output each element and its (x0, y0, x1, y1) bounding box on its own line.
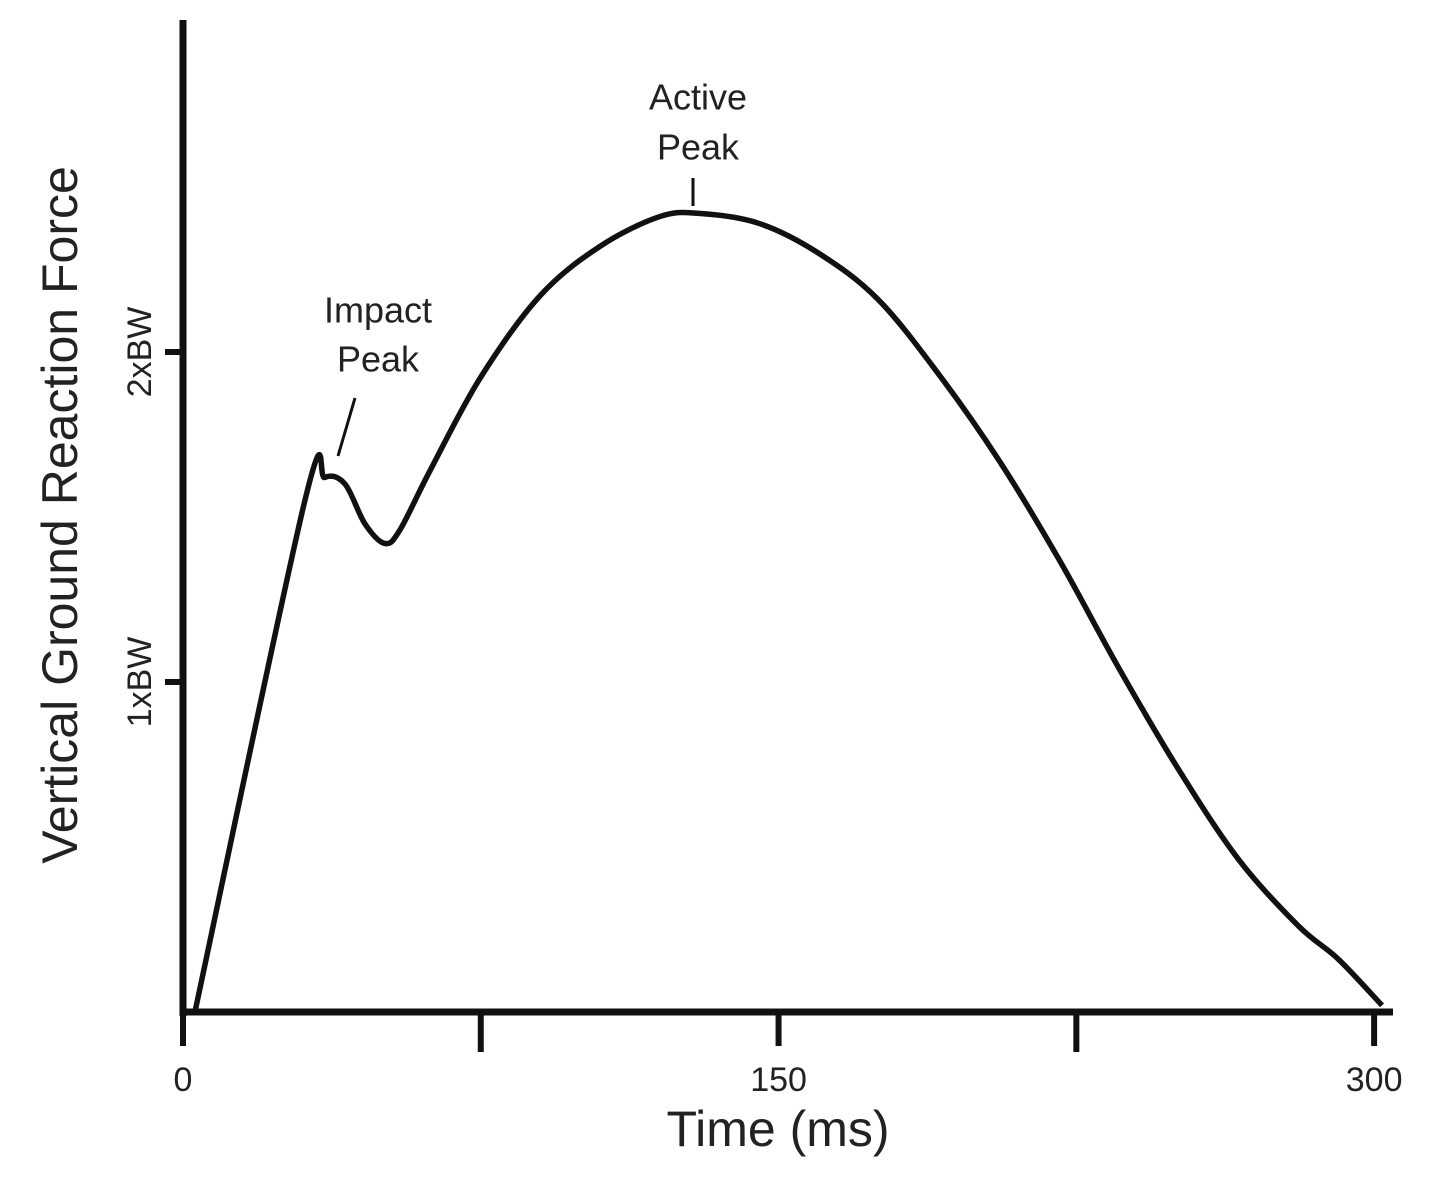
line (192, 209, 1385, 1013)
y-axis-title: Vertical Ground Reaction Force (32, 166, 88, 864)
annotation: Peak (657, 127, 740, 168)
annotation-leader (336, 397, 357, 457)
x-tick-label: 0 (174, 1061, 193, 1099)
annotation: Peak (337, 339, 420, 380)
x-tick-label: 150 (750, 1061, 807, 1099)
x-tick-label: 300 (1346, 1061, 1403, 1099)
y-tick-label: 2xBW (121, 307, 159, 398)
x-axis-title: Time (ms) (666, 1101, 889, 1157)
annotation: Impact (324, 290, 432, 331)
y-tick-label: 1xBW (121, 637, 159, 728)
annotation: Active (649, 77, 747, 118)
